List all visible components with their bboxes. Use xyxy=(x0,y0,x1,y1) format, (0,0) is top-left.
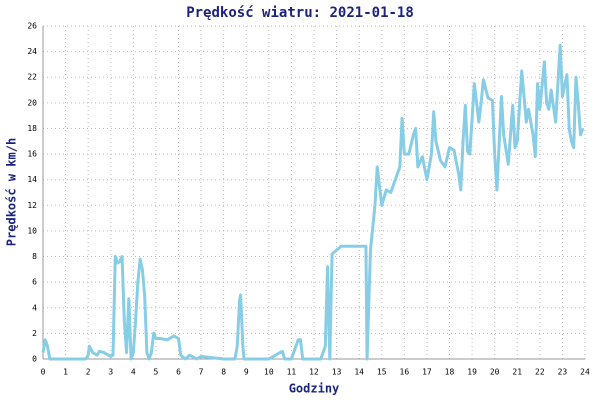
chart-title: Prędkość wiatru: 2021-01-18 xyxy=(186,5,414,21)
x-tick-label: 24 xyxy=(580,368,590,377)
y-tick-label: 18 xyxy=(27,124,37,133)
x-axis-label: Godziny xyxy=(289,382,340,396)
x-tick-label: 21 xyxy=(512,368,522,377)
y-tick-label: 0 xyxy=(32,355,37,364)
y-tick-label: 24 xyxy=(27,47,37,56)
x-tick-label: 15 xyxy=(377,368,387,377)
y-tick-label: 12 xyxy=(27,201,37,210)
wind-line xyxy=(41,43,585,361)
x-tick-label: 8 xyxy=(221,368,226,377)
x-tick-label: 6 xyxy=(176,368,181,377)
x-tick-label: 12 xyxy=(309,368,319,377)
y-tick-label: 2 xyxy=(32,329,37,338)
x-tick-label: 3 xyxy=(108,368,113,377)
x-tick-label: 5 xyxy=(154,368,159,377)
x-tick-label: 22 xyxy=(535,368,545,377)
x-tick-label: 17 xyxy=(422,368,432,377)
x-tick-label: 16 xyxy=(400,368,410,377)
y-tick-label: 20 xyxy=(27,98,37,107)
x-tick-label: 2 xyxy=(86,368,91,377)
x-tick-label: 10 xyxy=(264,368,274,377)
x-tick-label: 9 xyxy=(244,368,249,377)
x-tick-label: 13 xyxy=(332,368,342,377)
y-tick-label: 4 xyxy=(32,303,37,312)
y-tick-label: 22 xyxy=(27,73,37,82)
x-tick-label: 0 xyxy=(41,368,46,377)
y-tick-label: 26 xyxy=(27,22,37,31)
x-tick-label: 20 xyxy=(490,368,500,377)
x-tick-label: 18 xyxy=(445,368,455,377)
x-tick-label: 11 xyxy=(287,368,297,377)
x-tick-label: 4 xyxy=(131,368,136,377)
y-tick-label: 16 xyxy=(27,150,37,159)
x-tick-label: 23 xyxy=(558,368,568,377)
y-tick-label: 14 xyxy=(27,175,37,184)
x-tick-label: 7 xyxy=(199,368,204,377)
x-tick-label: 19 xyxy=(467,368,477,377)
y-axis-label: Prędkość w km/h xyxy=(5,138,19,246)
x-tick-label: 1 xyxy=(63,368,68,377)
y-tick-label: 10 xyxy=(27,226,37,235)
y-tick-label: 8 xyxy=(32,252,37,261)
y-tick-label: 6 xyxy=(32,278,37,287)
x-tick-label: 14 xyxy=(354,368,364,377)
